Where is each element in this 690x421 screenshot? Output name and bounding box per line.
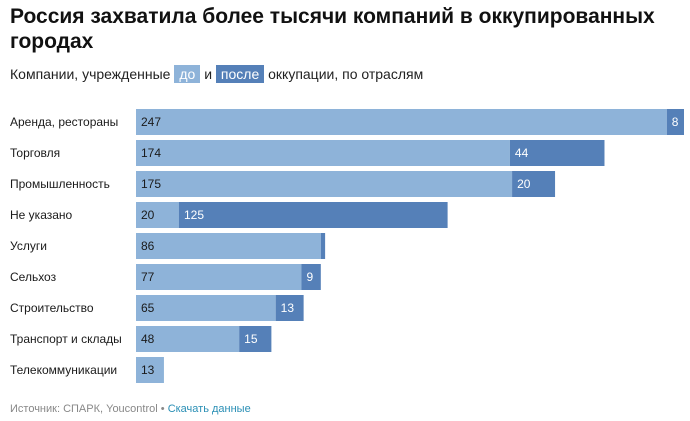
chart-subtitle: Компании, учрежденные до и после оккупац… (10, 65, 423, 83)
bar-label-after: 125 (184, 208, 204, 222)
bar-segment-before (136, 233, 321, 259)
bar-label-before: 48 (141, 332, 155, 346)
bar-label-after: 13 (281, 301, 295, 315)
source-note: Источник: СПАРК, Youcontrol (10, 403, 158, 415)
bar-segment-after (509, 140, 605, 166)
footer-separator: • (160, 403, 165, 415)
bar-segment-after (320, 233, 326, 259)
bar-segment-before (136, 140, 510, 166)
bar-segment-after (666, 109, 684, 135)
legend-after-chip: после (215, 65, 265, 83)
subtitle-suffix: оккупации, по отраслям (268, 66, 424, 82)
category-label: Телекоммуникации (10, 363, 117, 377)
legend-before-chip: до (174, 65, 201, 83)
bar-segment-after (301, 264, 321, 290)
category-label: Транспорт и склады (10, 332, 122, 346)
download-data-link[interactable]: Скачать данные (167, 403, 251, 415)
category-label: Промышленность (10, 177, 110, 191)
subtitle-connector: и (204, 66, 213, 82)
bar-segment-before (136, 171, 513, 197)
chart-footer: Источник: СПАРК, Youcontrol • Скачать да… (10, 403, 251, 415)
bar-label-after: 9 (306, 270, 313, 284)
bar-label-after: 15 (244, 332, 258, 346)
bar-segment-after (239, 326, 272, 352)
category-label: Сельхоз (10, 270, 57, 284)
bar-label-after: 8 (672, 115, 679, 129)
bar-segment-before (136, 295, 276, 321)
category-label: Аренда, рестораны (10, 115, 118, 129)
category-label: Услуги (10, 239, 47, 253)
bar-segment-after (178, 202, 448, 228)
bar-label-before: 86 (141, 239, 155, 253)
bar-label-before: 20 (141, 208, 155, 222)
bar-segment-after (275, 295, 304, 321)
bar-segment-before (136, 264, 302, 290)
bar-label-before: 174 (141, 146, 161, 160)
bar-label-before: 247 (141, 115, 161, 129)
category-label: Торговля (10, 146, 60, 160)
bar-label-before: 77 (141, 270, 155, 284)
bar-label-after: 20 (517, 177, 531, 191)
bar-segment-after (512, 171, 556, 197)
bar-label-before: 13 (141, 363, 155, 377)
bar-segment-before (136, 202, 179, 228)
bar-label-after: 44 (515, 146, 529, 160)
subtitle-prefix: Компании, учрежденные (10, 66, 171, 82)
bar-label-before: 175 (141, 177, 161, 191)
bar-label-before: 65 (141, 301, 155, 315)
category-label: Не указано (10, 208, 73, 222)
chart-title: Россия захватила более тысячи компаний в… (10, 5, 655, 53)
category-label: Строительство (10, 301, 94, 315)
bar-segment-before (136, 109, 667, 135)
stacked-bar-chart: Аренда, рестораны 247 8 Торговля 174 44 Промыш… (10, 109, 684, 383)
bar-segment-before (136, 326, 240, 352)
bar-segment-before (136, 357, 164, 383)
